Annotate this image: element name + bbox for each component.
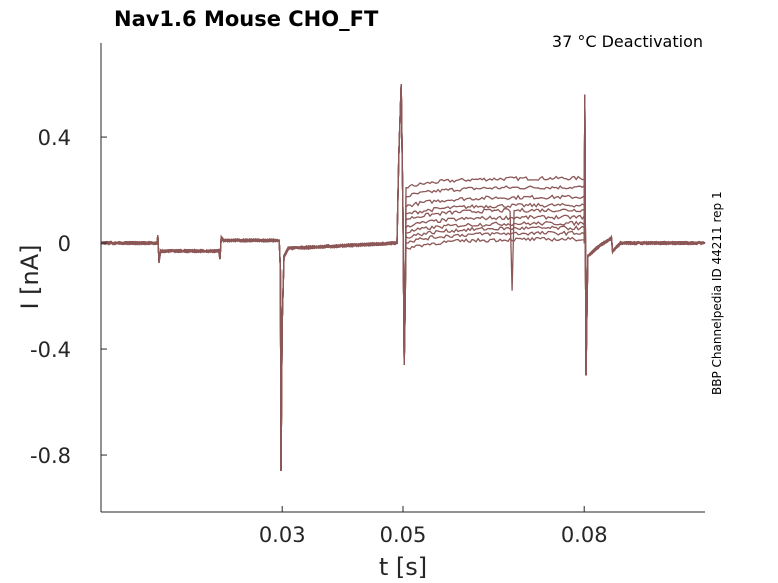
side-label: BBP Channelpedia ID 44211 rep 1: [710, 191, 724, 395]
y-tick-label: -0.8: [30, 444, 71, 468]
y-axis-label: I [nA]: [16, 244, 44, 309]
y-tick-label: 0.4: [38, 126, 71, 150]
y-tick-label: -0.4: [30, 338, 71, 362]
x-tick-label: 0.05: [380, 523, 427, 547]
traces: [100, 84, 706, 471]
x-tick-label: 0.08: [561, 523, 608, 547]
x-tick-label: 0.03: [259, 523, 306, 547]
trace-10: [100, 84, 706, 471]
x-axis-label: t [s]: [379, 553, 427, 581]
chart-title: Nav1.6 Mouse CHO_FT: [114, 7, 379, 31]
chart-subtitle: 37 °C Deactivation: [552, 32, 703, 51]
y-tick-label: 0: [58, 232, 71, 256]
